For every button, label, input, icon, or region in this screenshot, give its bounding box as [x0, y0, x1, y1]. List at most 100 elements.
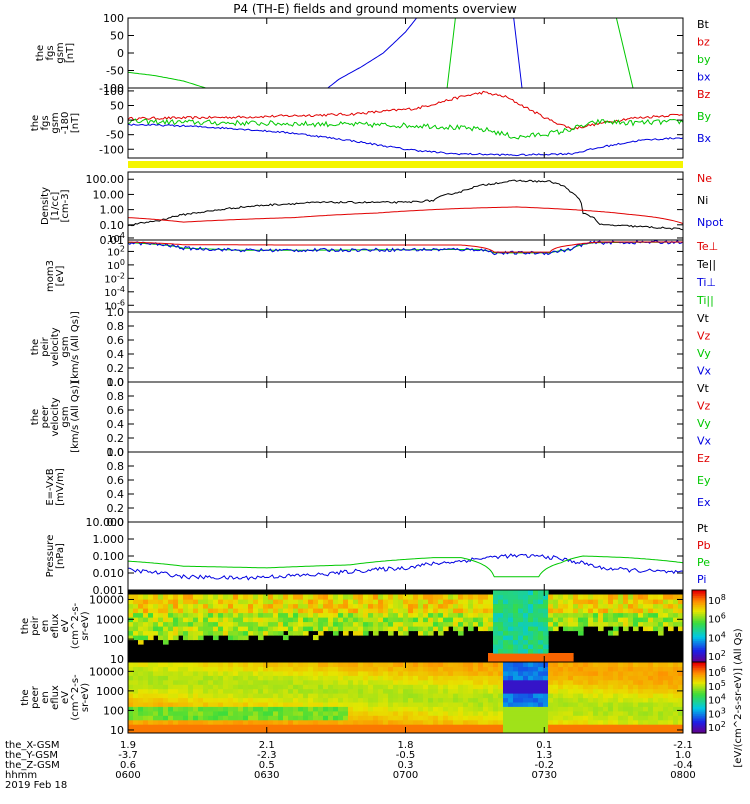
spectrogram-cell [258, 666, 264, 672]
spectrogram-cell [373, 626, 379, 632]
spectrogram-cell [383, 701, 389, 707]
spectrogram-cells [128, 662, 683, 733]
spectrogram-cell [358, 621, 364, 627]
spectrogram-cell [323, 679, 329, 685]
spectrogram-cell [488, 626, 494, 632]
spectrogram-cell [673, 701, 679, 707]
colorbar-cell [692, 590, 706, 593]
spectrogram-cell [638, 693, 644, 699]
spectrogram-cell [253, 626, 259, 632]
spectrogram-cell [413, 603, 419, 609]
spectrogram-cell [218, 599, 224, 605]
spectrogram-cell [628, 719, 634, 725]
spectrogram-cell [258, 715, 264, 721]
spectrogram-cell [483, 612, 489, 618]
spectrogram-cell [603, 603, 609, 609]
spectrogram-cell [343, 670, 349, 676]
spectrogram-cell [473, 710, 479, 716]
spectrogram-cell [188, 594, 194, 600]
spectrogram-cell [338, 719, 344, 725]
spectrogram-cell [533, 670, 539, 676]
spectrogram-cell [423, 670, 429, 676]
spectrogram-cell [468, 697, 474, 703]
spectrogram-cell [528, 612, 534, 618]
spectrogram-cell [613, 697, 619, 703]
spectrogram-cell [573, 679, 579, 685]
spectrogram-cell [148, 617, 154, 623]
spectrogram-cell [378, 617, 384, 623]
spectrogram-cell [368, 603, 374, 609]
spectrogram-cell [613, 724, 619, 730]
spectrogram-cell [668, 697, 674, 703]
ylabel-line: the [30, 409, 41, 425]
spectrogram-cell [348, 599, 354, 605]
spectrogram-cell [398, 662, 404, 667]
spectrogram-cell [173, 599, 179, 605]
spectrogram-cell [588, 693, 594, 699]
spectrogram-cell [168, 635, 174, 641]
spectrogram-cell [518, 621, 524, 627]
spectrogram-cell [338, 666, 344, 672]
spectrogram-cell [368, 679, 374, 685]
spectrogram-cell [628, 594, 634, 600]
spectrogram-cell [553, 679, 559, 685]
spectrogram-cell [528, 675, 534, 681]
legend-item-Pe: Pe [697, 556, 710, 569]
spectrogram-cell [518, 630, 524, 636]
spectrogram-cell [293, 666, 299, 672]
spectrogram-cell [673, 617, 679, 623]
spectrogram-cell [458, 630, 464, 636]
spectrogram-cell [143, 662, 149, 667]
spectrogram-cell [673, 666, 679, 672]
spectrogram-cell [178, 724, 184, 730]
spectrogram-cell [468, 626, 474, 632]
spectrogram-cell [368, 724, 374, 730]
spectrogram-cell [278, 679, 284, 685]
spectrogram-cell [188, 688, 194, 694]
spectrogram-cell [318, 608, 324, 614]
colorbar-cell [692, 670, 706, 674]
spectrogram-cell [178, 728, 184, 733]
spectrogram-cell [448, 679, 454, 685]
spectrogram-cell [163, 684, 169, 690]
spectrogram-cell [518, 644, 524, 650]
spectrogram-cell [348, 603, 354, 609]
spectrogram-cell [608, 612, 614, 618]
spectrogram-cell [518, 599, 524, 605]
spectrogram-cell [203, 626, 209, 632]
spectrogram-cell [518, 594, 524, 600]
spectrogram-cell [363, 697, 369, 703]
spectrogram-cell [483, 621, 489, 627]
spectrogram-cell [543, 715, 549, 721]
spectrogram-cell [618, 688, 624, 694]
spectrogram-cell [423, 679, 429, 685]
spectrogram-cell [408, 662, 414, 667]
spectrogram-cell [388, 719, 394, 725]
spectrogram-cell [593, 701, 599, 707]
spectrogram-cell [273, 688, 279, 694]
spectrogram-cell [448, 724, 454, 730]
spectrogram-cell [208, 688, 214, 694]
spectrogram-cell [583, 715, 589, 721]
spectrogram-cell [163, 728, 169, 733]
spectrogram-cell [523, 728, 529, 733]
spectrogram-cell [548, 608, 554, 614]
spectrogram-cell [503, 684, 509, 690]
spectrogram-cell [493, 675, 499, 681]
spectrogram-cell [413, 724, 419, 730]
colorbar-cell [692, 608, 706, 611]
spectrogram-cell [273, 697, 279, 703]
spectrogram-cell [263, 675, 269, 681]
spectrogram-cell [198, 603, 204, 609]
spectrogram-cell [433, 626, 439, 632]
colorbar-cell [692, 713, 706, 716]
spectrogram-cell [638, 608, 644, 614]
spectrogram-cell [503, 679, 509, 685]
spectrogram-cell [343, 697, 349, 703]
spectrogram-cell [363, 617, 369, 623]
spectrogram-cell [128, 630, 134, 636]
spectrogram-cell [583, 728, 589, 733]
spectrogram-cell [398, 608, 404, 614]
spectrogram-cell [238, 693, 244, 699]
